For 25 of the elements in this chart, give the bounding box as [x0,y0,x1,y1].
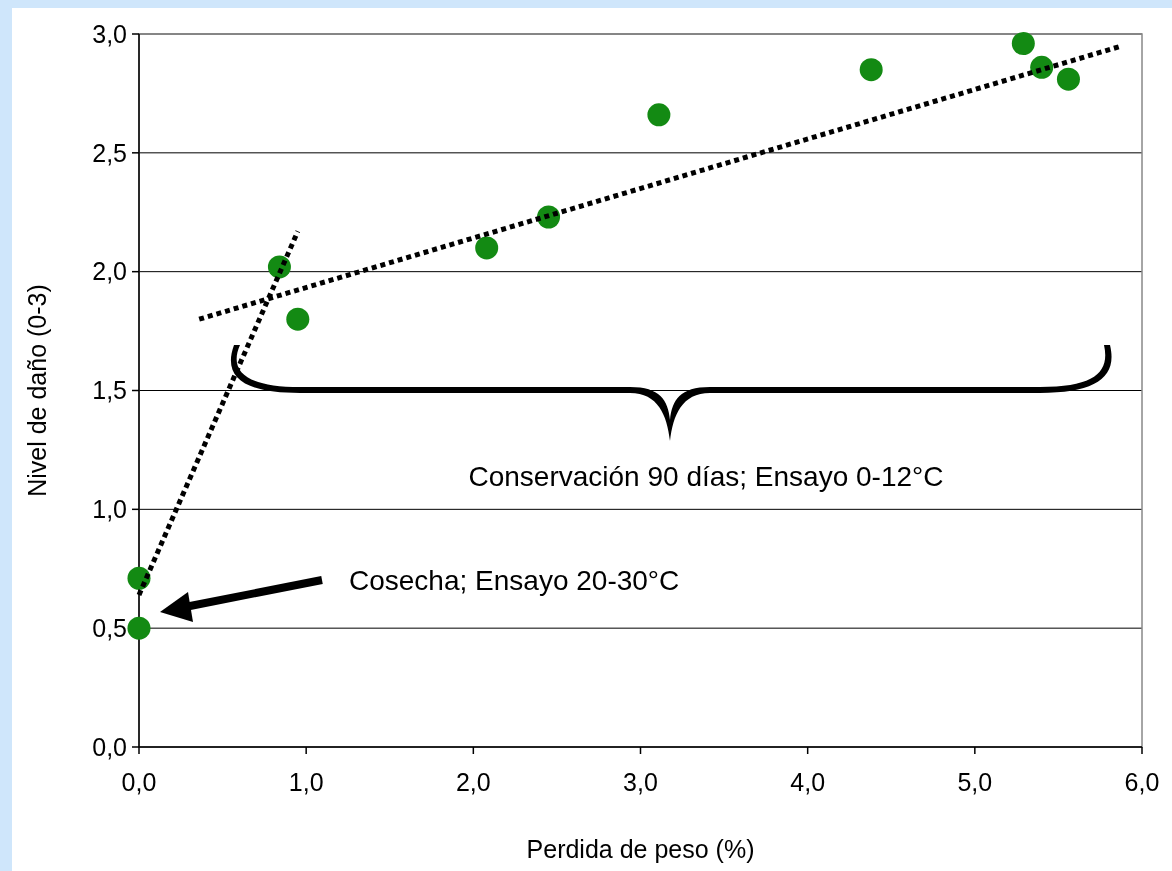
y-tick-label: 2,5 [92,138,127,167]
point [127,616,151,640]
y-tick-label: 2,0 [92,257,127,286]
x-tick-label: 1,0 [288,768,324,796]
x-tick-label: 0,0 [121,768,157,796]
point [647,103,671,127]
annotation: Conservación 90 días; Ensayo 0-12°C [468,461,944,492]
x-tick-label: 2,0 [455,768,491,796]
y-tick-label: 0,0 [92,732,127,761]
point [475,236,499,260]
y-tick-label: 1,5 [92,376,127,405]
point [1056,67,1080,91]
x-tick-label: 6,0 [1124,768,1160,796]
y-tick-label: 1,0 [92,495,127,524]
point [1011,32,1035,56]
y-tick-label: 0,5 [92,613,127,642]
x-axis-title: Perdida de peso (%) [526,835,755,863]
x-tick-label: 4,0 [790,768,826,796]
point [286,307,310,331]
point [859,58,883,82]
y-axis-title: Nivel de daño (0-3) [23,284,51,497]
x-tick-label: 5,0 [957,768,993,796]
x-tick-label: 3,0 [623,768,658,796]
annotation: Cosecha; Ensayo 20-30°C [349,565,680,596]
y-tick-label: 3,0 [92,19,127,48]
